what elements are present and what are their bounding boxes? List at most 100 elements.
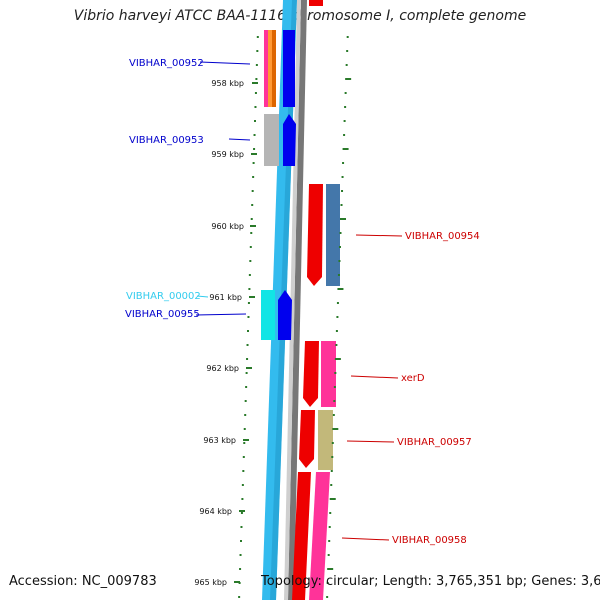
- scale-dot: [330, 484, 333, 486]
- scale-dot: [337, 288, 344, 290]
- gene-vibhar-00955-forward[interactable]: [278, 290, 292, 340]
- label-vibhar-00958[interactable]: VIBHAR_00958: [392, 535, 467, 546]
- scale-dot: [246, 344, 249, 346]
- scale-dot: [242, 456, 245, 458]
- leader-vibhar-00952: [199, 61, 251, 65]
- leader-vibhar-00955: [195, 313, 247, 316]
- scale-dot: [256, 36, 259, 38]
- gene-top-reverse[interactable]: [309, 0, 323, 6]
- scale-dot: [253, 134, 256, 136]
- label-vibhar-00957[interactable]: VIBHAR_00957: [397, 437, 472, 448]
- scale-dot: [335, 344, 338, 346]
- dotted-lines: [238, 36, 352, 598]
- scale-dot: [337, 274, 340, 276]
- scale-dot: [252, 176, 255, 178]
- scale-dot: [243, 428, 246, 430]
- scale-dot: [346, 50, 349, 52]
- gene-vibhar-00952-forward[interactable]: [283, 30, 295, 107]
- gene-vibhar-00954-feature[interactable]: [326, 184, 340, 286]
- feature-vibhar-00952-c[interactable]: [272, 30, 276, 107]
- scale-dot: [333, 386, 336, 388]
- gene-vibhar-00957-reverse[interactable]: [299, 410, 315, 468]
- scale-dot: [240, 540, 242, 542]
- gene-xerd-reverse[interactable]: [303, 341, 319, 407]
- tick-label-964: 964 kbp: [199, 507, 232, 516]
- tick-marks: [234, 82, 258, 583]
- scale-dot: [247, 316, 250, 318]
- feature-vibhar-00952-a[interactable]: [264, 30, 268, 107]
- leader-vibhar-00957: [346, 440, 395, 443]
- scale-dot: [252, 162, 255, 164]
- scale-dot: [254, 92, 257, 94]
- scale-dot: [248, 288, 251, 290]
- scale-dot: [256, 50, 259, 52]
- scale-dot: [336, 302, 339, 304]
- scale-dot: [342, 162, 345, 164]
- tick-label-963: 963 kbp: [203, 436, 236, 445]
- scale-dot: [330, 470, 333, 472]
- scale-dot: [341, 176, 344, 178]
- scale-dot: [326, 596, 329, 598]
- scale-dot: [238, 596, 241, 598]
- label-vibhar-00955[interactable]: VIBHAR_00955: [125, 309, 200, 320]
- scale-dot: [345, 64, 348, 66]
- gene-xerd-feature[interactable]: [321, 341, 336, 407]
- scale-dot: [346, 36, 349, 38]
- leader-vibhar-00953: [228, 138, 251, 141]
- scale-dot: [338, 260, 341, 262]
- scale-dot: [250, 232, 253, 234]
- tick-label-965: 965 kbp: [194, 578, 227, 587]
- scale-dot: [333, 400, 336, 402]
- label-vibhar-00953[interactable]: VIBHAR_00953: [129, 135, 204, 146]
- scale-dot: [240, 512, 243, 514]
- scale-dot: [254, 106, 257, 108]
- scale-dot: [334, 372, 337, 374]
- tick-label-962: 962 kbp: [206, 364, 239, 373]
- scale-dot: [247, 330, 249, 332]
- scale-dot: [329, 498, 336, 500]
- gene-vibhar-00958-feature[interactable]: [309, 472, 330, 600]
- feature-vibhar-00002[interactable]: [261, 290, 275, 340]
- scale-dot: [249, 246, 252, 248]
- scale-dot: [244, 414, 247, 416]
- scale-dot: [336, 316, 339, 318]
- scale-dot: [331, 442, 334, 444]
- scale-dot: [245, 372, 248, 374]
- tick-label-958: 958 kbp: [211, 79, 244, 88]
- scale-dot: [254, 120, 256, 122]
- tick-label-960: 960 kbp: [211, 222, 244, 231]
- scale-dot: [245, 386, 248, 388]
- accession-label: Accession: NC_009783: [9, 574, 157, 589]
- feature-vibhar-00952-b[interactable]: [268, 30, 272, 107]
- scale-dot: [344, 92, 347, 94]
- label-vibhar-00002[interactable]: VIBHAR_00002: [126, 291, 201, 302]
- gene-vibhar-00957-feature[interactable]: [318, 410, 333, 470]
- gene-vibhar-00958-reverse[interactable]: [292, 472, 311, 600]
- scale-dot: [249, 260, 252, 262]
- tick-label-961: 961 kbp: [209, 293, 242, 302]
- label-vibhar-00952[interactable]: VIBHAR_00952: [129, 58, 204, 69]
- scale-dot: [240, 526, 243, 528]
- scale-dot: [251, 190, 254, 192]
- scale-dot: [244, 400, 247, 402]
- scale-dot: [344, 106, 347, 108]
- gene-vibhar-00954-reverse[interactable]: [307, 184, 323, 286]
- sequence-ring-inner: [284, 0, 301, 600]
- scale-dot: [342, 148, 349, 150]
- scale-dot: [253, 148, 256, 150]
- scale-dot: [331, 456, 334, 458]
- scale-dot: [251, 204, 254, 206]
- scale-dot: [332, 428, 339, 430]
- label-vibhar-00954[interactable]: VIBHAR_00954: [405, 231, 480, 242]
- feature-vibhar-00953[interactable]: [264, 114, 279, 166]
- scale-dot: [239, 568, 242, 570]
- scale-dot: [328, 540, 331, 542]
- scale-dot: [326, 582, 329, 584]
- scale-dot: [327, 554, 330, 556]
- genome-summary: Topology: circular; Length: 3,765,351 bp…: [261, 574, 600, 589]
- label-xerd[interactable]: xerD: [401, 373, 425, 384]
- scale-dot: [332, 414, 335, 416]
- scale-dot: [345, 78, 352, 80]
- gene-vibhar-00953-forward[interactable]: [283, 114, 296, 166]
